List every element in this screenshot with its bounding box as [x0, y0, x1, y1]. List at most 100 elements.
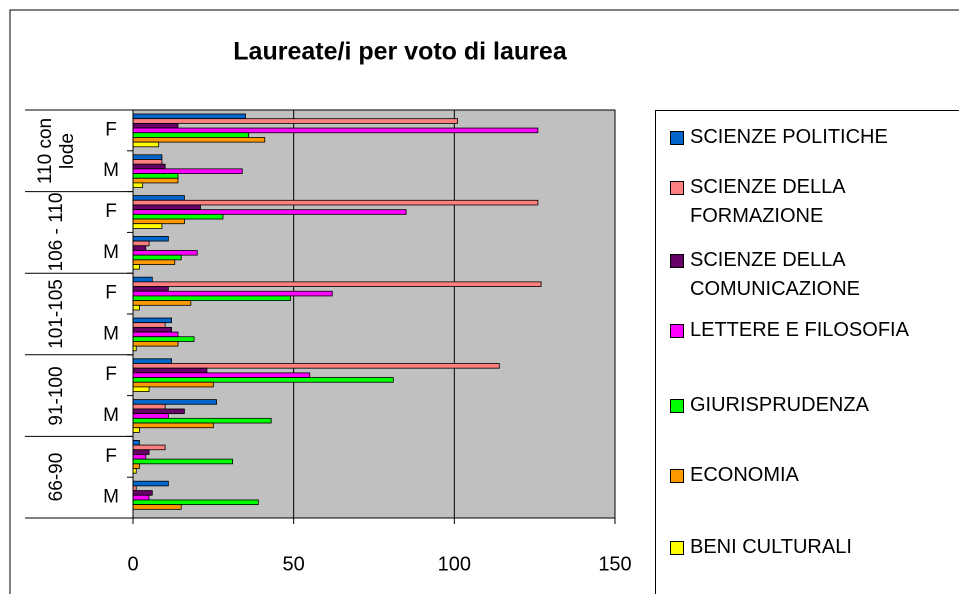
bar	[132, 127, 539, 134]
bar	[132, 281, 542, 287]
category-label: M	[103, 242, 119, 263]
bar	[132, 304, 140, 311]
bar	[132, 182, 144, 189]
category-label: M	[103, 323, 119, 344]
x-tick-label: 0	[127, 553, 138, 575]
legend-entry: SCIENZE DELLA FORMAZIONE	[670, 173, 940, 231]
legend-label: ECONOMIA	[690, 464, 799, 486]
category-label: F	[105, 364, 117, 385]
bar	[132, 377, 394, 383]
bar	[132, 490, 153, 496]
legend-label: SCIENZE DELLA FORMAZIONE	[690, 176, 845, 227]
bar	[132, 367, 208, 374]
bar	[132, 480, 169, 487]
bar	[132, 326, 172, 333]
bar	[132, 399, 217, 405]
bar	[132, 113, 246, 120]
category-label: F	[105, 283, 117, 304]
bar	[132, 168, 243, 174]
legend: SCIENZE POLITICHE SCIENZE DELLA FORMAZION…	[655, 110, 959, 594]
bar	[132, 163, 166, 170]
bar	[132, 245, 147, 251]
bar	[132, 358, 172, 364]
category-label: M	[103, 487, 119, 508]
bar	[132, 363, 500, 369]
bar	[132, 444, 166, 451]
bar	[132, 250, 198, 256]
bar	[132, 381, 214, 388]
bar	[132, 276, 153, 283]
bar	[132, 118, 458, 124]
bar	[132, 386, 150, 392]
legend-entry: BENI CULTURALI	[670, 533, 940, 562]
bar	[132, 336, 195, 342]
bar	[132, 213, 224, 220]
bar	[132, 499, 259, 506]
legend-swatch	[670, 131, 684, 145]
category-label: M	[103, 405, 119, 426]
legend-entry: LETTERE E FILOSOFIA	[670, 316, 940, 345]
category-label: F	[105, 201, 117, 222]
bar	[132, 199, 539, 206]
legend-label: SCIENZE POLITICHE	[690, 126, 888, 148]
bar	[132, 137, 266, 143]
legend-entry: SCIENZE DELLA COMUNICAZIONE	[670, 246, 940, 304]
bar	[132, 322, 166, 328]
bar	[132, 177, 179, 184]
category-label: M	[103, 160, 119, 181]
legend-entry: ECONOMIA	[670, 461, 940, 490]
bar	[132, 195, 185, 201]
bar	[132, 295, 291, 302]
bar	[132, 403, 166, 410]
bar	[132, 494, 150, 501]
bar	[132, 317, 172, 324]
bar	[132, 159, 163, 165]
legend-swatch	[670, 254, 684, 268]
bar	[132, 141, 160, 148]
bar	[132, 504, 182, 510]
bar	[132, 372, 311, 378]
legend-swatch	[670, 181, 684, 195]
group-label: 91-100	[46, 366, 67, 426]
legend-swatch	[670, 541, 684, 555]
bar	[132, 408, 185, 415]
legend-entry: SCIENZE POLITICHE	[670, 123, 940, 152]
legend-entry: GIURISPRUDENZA	[670, 391, 940, 420]
x-tick-label: 150	[598, 553, 631, 575]
bar	[132, 463, 140, 469]
bar	[132, 290, 333, 297]
bar	[132, 458, 234, 465]
group-label: 106 - 110	[46, 192, 67, 272]
x-tick-label: 100	[438, 553, 471, 575]
bar	[132, 204, 201, 211]
bar	[132, 122, 179, 129]
bar	[132, 264, 140, 270]
bar	[132, 413, 169, 419]
bar	[132, 454, 147, 460]
legend-label: LETTERE E FILOSOFIA	[690, 319, 909, 341]
bar	[132, 300, 192, 306]
bar	[132, 223, 163, 229]
group-label: 66-90	[46, 452, 67, 502]
bar	[132, 218, 185, 225]
x-tick-label: 50	[283, 553, 305, 575]
bar	[132, 417, 272, 424]
legend-label: SCIENZE DELLA COMUNICAZIONE	[690, 249, 860, 300]
legend-swatch	[670, 469, 684, 483]
bar	[132, 132, 250, 138]
bar	[132, 235, 169, 242]
bar	[132, 209, 407, 215]
plot-area	[133, 110, 615, 518]
group-label: 101-105	[46, 279, 67, 349]
bar	[132, 422, 214, 429]
bar	[132, 154, 163, 160]
legend-swatch	[670, 399, 684, 413]
legend-swatch	[670, 324, 684, 338]
category-label: F	[105, 119, 117, 140]
bar	[132, 449, 150, 455]
bar	[132, 341, 179, 347]
bar	[132, 439, 140, 446]
bar	[132, 331, 179, 338]
